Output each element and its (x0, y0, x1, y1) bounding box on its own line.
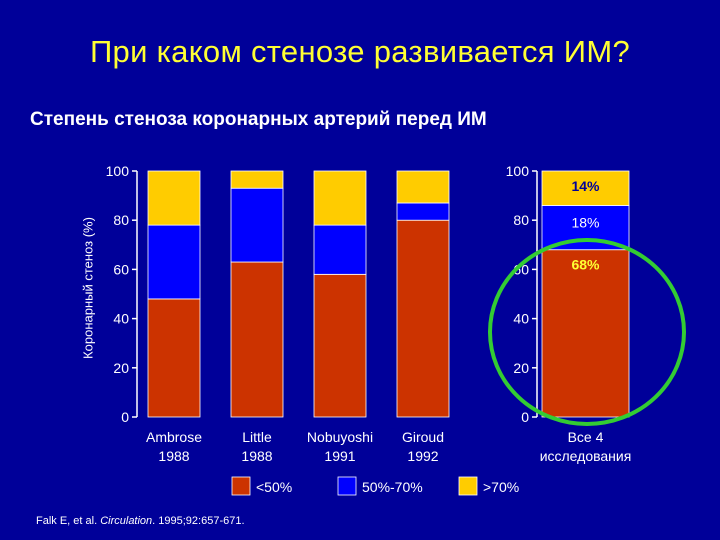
citation-journal: Circulation (100, 515, 153, 527)
category-name: Giroud (402, 429, 444, 445)
citation: Falk E, et al. Circulation. 1995;92:657-… (36, 515, 245, 527)
right-y-tick-label: 20 (513, 360, 529, 376)
summary-bar-label-mid: 18% (571, 214, 599, 230)
legend: <50% 50%-70% >70% (231, 476, 519, 496)
bar-segment-mid (313, 224, 367, 275)
slide-subtitle: Степень стеноза коронарных артерий перед… (30, 109, 487, 130)
bar-segment-mid (396, 202, 450, 221)
bar-segment-less50 (147, 298, 201, 418)
slide-title: При каком стенозе развивается ИМ? (89, 34, 631, 69)
category-year: 1988 (158, 448, 189, 464)
bars: 68% 18% 14% (147, 170, 630, 418)
right-y-tick-label: 80 (513, 212, 529, 228)
category-name: Ambrose (146, 429, 202, 445)
summary-category-subtitle: исследования (540, 448, 632, 464)
right-y-tick-label: 100 (506, 163, 530, 179)
bar-segment-less50 (396, 219, 450, 418)
citation-authors: Falk E, et al. (36, 515, 101, 527)
bar-segment-less50 (230, 261, 284, 418)
right-y-tick-label: 40 (513, 311, 529, 327)
right-y-tick-label: 0 (521, 409, 529, 425)
category-name: Nobuyoshi (307, 429, 373, 445)
highlight-circle (488, 238, 686, 426)
left-y-tick-label: 40 (113, 311, 129, 327)
bar-segment-over70 (230, 170, 284, 189)
left-y-tick-label: 20 (113, 360, 129, 376)
legend-swatch-mid (337, 476, 357, 496)
left-y-tick-label: 60 (113, 261, 129, 277)
category-year: 1992 (407, 448, 438, 464)
left-y-tick-label: 0 (121, 409, 129, 425)
bar-segment-mid (230, 187, 284, 263)
citation-details: . 1995;92:657-671. (152, 515, 245, 527)
summary-bar-label-over70: 14% (571, 178, 600, 194)
bar-segment-less50 (313, 273, 367, 418)
left-y-tick-label: 100 (106, 163, 130, 179)
bar-segment-over70 (396, 170, 450, 204)
summary-category-name: Все 4 (568, 429, 604, 445)
bar-segment-mid (147, 224, 201, 300)
category-name: Little (242, 429, 272, 445)
legend-swatch-over70 (458, 476, 478, 496)
category-labels: Ambrose 1988 Little 1988 Nobuyoshi 1991 Giroud… (146, 429, 631, 464)
highlight (488, 238, 686, 426)
left-y-tick-label: 80 (113, 212, 129, 228)
bar-segment-over70 (313, 170, 367, 226)
summary-bar-segment-over70 (541, 170, 630, 206)
legend-label-mid: 50%-70% (362, 479, 423, 495)
summary-bar-label-less50: 68% (571, 257, 600, 273)
category-year: 1991 (324, 448, 355, 464)
bar-segment-over70 (147, 170, 201, 226)
legend-swatch-less50 (231, 476, 251, 496)
category-year: 1988 (241, 448, 272, 464)
legend-label-over70: >70% (483, 479, 519, 495)
summary-bar-segment-less50 (541, 249, 630, 418)
legend-label-less50: <50% (256, 479, 292, 495)
